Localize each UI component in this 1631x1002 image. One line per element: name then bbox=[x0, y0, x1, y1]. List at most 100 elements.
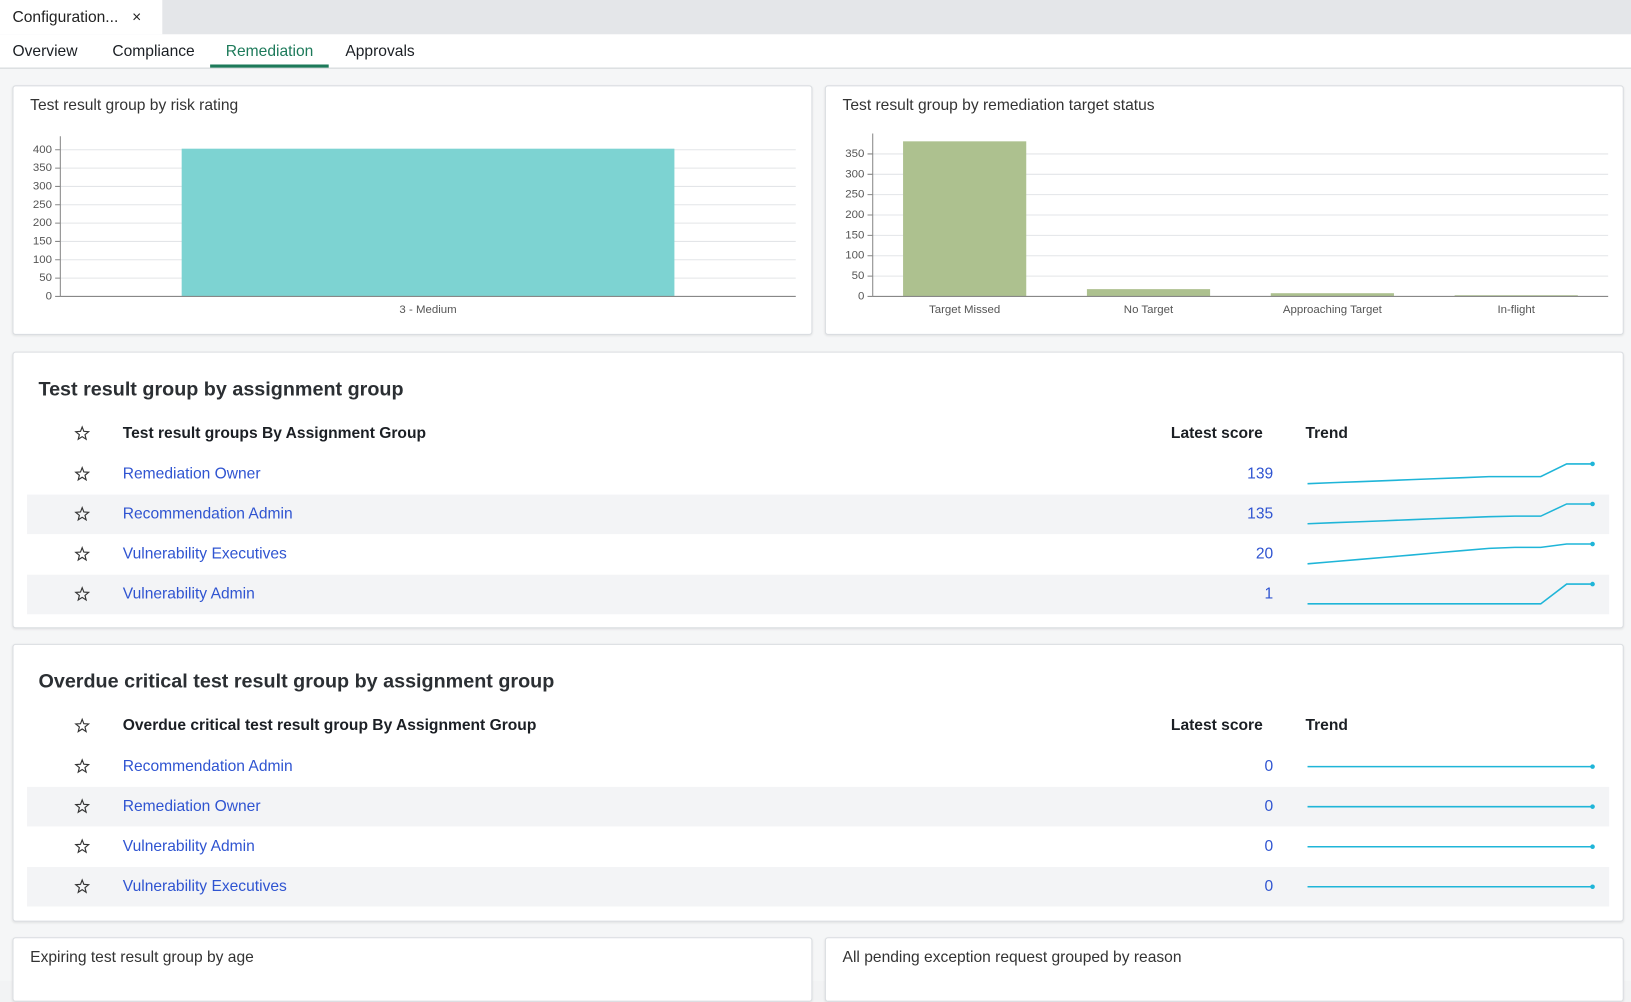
y-tick-label: 250 bbox=[33, 199, 52, 211]
window-tab-bar: Configuration... × bbox=[0, 0, 1631, 35]
row-link[interactable]: Recommendation Admin bbox=[123, 506, 293, 523]
row-link[interactable]: Recommendation Admin bbox=[123, 758, 293, 775]
y-tick-label: 350 bbox=[33, 162, 52, 174]
x-tick-label: 3 - Medium bbox=[399, 304, 456, 316]
row-stripe bbox=[27, 574, 1610, 615]
nav-tab[interactable]: Remediation bbox=[225, 42, 314, 61]
star-icon[interactable] bbox=[74, 838, 91, 854]
star-icon[interactable] bbox=[74, 425, 91, 441]
score[interactable]: 0 bbox=[1265, 838, 1274, 855]
table-card: Overdue critical test result group by as… bbox=[12, 643, 1624, 922]
close-button[interactable]: × bbox=[132, 8, 142, 27]
bar bbox=[1454, 295, 1578, 297]
trend-end-dot bbox=[1590, 844, 1595, 850]
trend-end-dot bbox=[1590, 804, 1595, 809]
report-card: All pending exception request grouped by… bbox=[824, 937, 1624, 1002]
chart-title: Test result group by risk rating bbox=[30, 97, 238, 114]
x-tick-label: In-flight bbox=[1497, 304, 1535, 316]
y-tick-label: 400 bbox=[33, 144, 52, 156]
score[interactable]: 0 bbox=[1265, 798, 1274, 815]
star-icon[interactable] bbox=[74, 586, 91, 602]
y-tick-label: 200 bbox=[33, 217, 52, 229]
y-tick-label: 0 bbox=[46, 290, 52, 302]
card-canvas: Test result group by assignment group Tes… bbox=[27, 378, 1610, 615]
row-stripe bbox=[27, 494, 1610, 535]
score[interactable]: 20 bbox=[1256, 546, 1274, 563]
card-canvas: Expiring test result group by age bbox=[30, 949, 254, 966]
score[interactable]: 1 bbox=[1265, 586, 1274, 603]
nav-tab[interactable]: Compliance bbox=[112, 42, 195, 61]
bar bbox=[1086, 289, 1211, 297]
score[interactable]: 139 bbox=[1247, 465, 1273, 482]
chart-title: Test result group by remediation target … bbox=[843, 97, 1155, 114]
trend-line bbox=[1307, 583, 1593, 605]
star-icon[interactable] bbox=[74, 878, 91, 894]
y-tick-label: 50 bbox=[39, 272, 52, 284]
active-tab-indicator bbox=[210, 64, 329, 68]
x-tick-label: No Target bbox=[1124, 304, 1174, 316]
row-link[interactable]: Remediation Owner bbox=[123, 798, 261, 815]
score[interactable]: 0 bbox=[1265, 758, 1274, 775]
row-link[interactable]: Vulnerability Executives bbox=[123, 546, 287, 563]
star-icon[interactable] bbox=[74, 717, 91, 733]
y-tick-label: 150 bbox=[845, 229, 864, 241]
star-icon[interactable] bbox=[74, 546, 91, 562]
trend-end-dot bbox=[1590, 581, 1595, 587]
window-tab[interactable]: Configuration... × bbox=[0, 0, 163, 35]
card-canvas: All pending exception request grouped by… bbox=[843, 949, 1182, 966]
chart-card: Test result group by risk rating 0 50 100 15… bbox=[12, 85, 813, 335]
trend-end-dot bbox=[1590, 764, 1595, 769]
table-title: Overdue critical test result group by as… bbox=[38, 671, 554, 693]
row-link[interactable]: Vulnerability Admin bbox=[123, 586, 255, 603]
column-header: Latest score bbox=[1171, 717, 1263, 734]
star-icon[interactable] bbox=[74, 506, 91, 522]
x-tick-label: Target Missed bbox=[929, 304, 1000, 316]
score[interactable]: 0 bbox=[1265, 878, 1274, 895]
chart-card: Test result group by remediation target … bbox=[824, 85, 1624, 335]
trend-end-dot bbox=[1590, 541, 1595, 547]
bar bbox=[903, 141, 1027, 297]
row-link[interactable]: Remediation Owner bbox=[123, 465, 261, 482]
column-header: Latest score bbox=[1171, 425, 1263, 442]
column-header: Trend bbox=[1305, 717, 1347, 734]
column-header: Overdue critical test result group By As… bbox=[123, 717, 537, 734]
column-header: Trend bbox=[1305, 425, 1347, 442]
column-header: Test result groups By Assignment Group bbox=[123, 425, 426, 442]
trend-end-dot bbox=[1590, 501, 1595, 507]
card-canvas: Test result group by risk rating 0 50 100 15… bbox=[30, 97, 796, 316]
table-card: Test result group by assignment group Tes… bbox=[12, 351, 1624, 629]
y-tick-label: 200 bbox=[845, 209, 864, 221]
trend-end-dot bbox=[1590, 461, 1595, 467]
y-tick-label: 350 bbox=[845, 148, 864, 160]
window-tab-title[interactable]: Configuration... bbox=[12, 8, 119, 27]
row-link[interactable]: Vulnerability Executives bbox=[123, 878, 287, 895]
bar bbox=[1270, 293, 1394, 297]
y-tick-label: 0 bbox=[858, 290, 864, 302]
star-icon[interactable] bbox=[74, 465, 91, 482]
card-title: Expiring test result group by age bbox=[30, 949, 254, 966]
y-tick-label: 300 bbox=[33, 180, 52, 192]
table-title: Test result group by assignment group bbox=[38, 378, 403, 400]
nav-tabs: Overview Compliance Remediation Approvals bbox=[0, 34, 1631, 69]
y-tick-label: 100 bbox=[33, 254, 52, 266]
y-tick-label: 100 bbox=[845, 250, 864, 262]
card-title: All pending exception request grouped by… bbox=[843, 949, 1182, 966]
score[interactable]: 135 bbox=[1247, 506, 1273, 523]
star-icon[interactable] bbox=[74, 758, 91, 774]
trend-line bbox=[1307, 503, 1593, 525]
trend-line bbox=[1307, 543, 1593, 565]
nav-tab[interactable]: Approvals bbox=[345, 42, 415, 61]
star-icon[interactable] bbox=[74, 798, 91, 814]
trend-end-dot bbox=[1590, 884, 1595, 890]
card-canvas: Test result group by remediation target … bbox=[843, 97, 1609, 316]
trend-line bbox=[1307, 463, 1593, 485]
y-tick-label: 150 bbox=[33, 235, 52, 247]
bar bbox=[181, 148, 675, 297]
y-tick-label: 250 bbox=[845, 189, 864, 201]
nav-tab[interactable]: Overview bbox=[12, 42, 78, 61]
card-canvas: Overdue critical test result group by as… bbox=[27, 671, 1610, 907]
row-link[interactable]: Vulnerability Admin bbox=[123, 838, 255, 855]
x-tick-label: Approaching Target bbox=[1283, 304, 1383, 316]
